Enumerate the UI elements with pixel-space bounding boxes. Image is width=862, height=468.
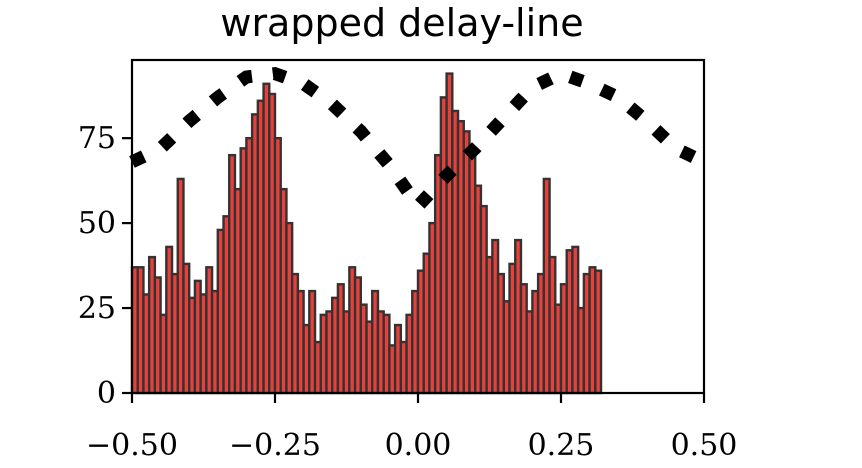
y-tick-label: 75 — [78, 121, 116, 156]
x-tick-label: 0.00 — [385, 428, 452, 463]
x-axis: −0.50 −0.25 0.00 0.25 0.50 — [86, 393, 737, 463]
overlay-line-path — [129, 66, 707, 217]
y-tick-label: 25 — [78, 291, 116, 326]
y-tick-label: 50 — [78, 206, 116, 241]
x-tick-label: 0.50 — [671, 428, 738, 463]
y-tick-label: 0 — [97, 376, 116, 411]
chart-title: wrapped delay-line — [220, 1, 583, 45]
x-tick-label: −0.25 — [229, 428, 321, 463]
x-tick-label: 0.25 — [528, 428, 595, 463]
overlay-dotted-line — [129, 66, 707, 217]
histogram-bar — [594, 269, 603, 395]
y-axis: 0 25 50 75 — [78, 121, 132, 411]
histogram-bars — [130, 72, 603, 395]
x-tick-label: −0.50 — [86, 428, 178, 463]
